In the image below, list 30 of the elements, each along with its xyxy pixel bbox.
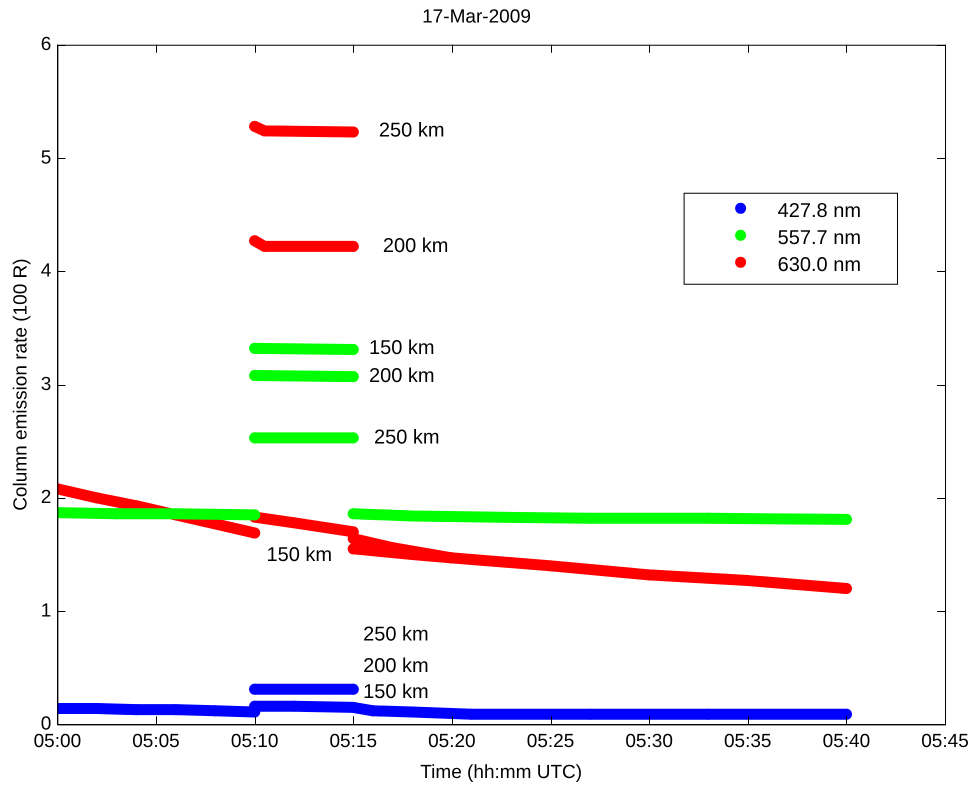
x-tick-label: 05:10 (230, 731, 278, 752)
x-axis-title: Time (hh:mm UTC) (420, 762, 582, 783)
x-tick-label: 05:45 (921, 731, 969, 752)
y-tick-label: 2 (40, 487, 52, 508)
annotation: 250 km (374, 426, 440, 448)
x-tick-label: 05:30 (625, 731, 673, 752)
annotation: 250 km (378, 119, 445, 142)
annotation: 200 km (382, 234, 448, 257)
legend-label: 630.0 nm (778, 254, 861, 276)
y-tick-label: 4 (40, 260, 52, 282)
x-tick-label: 05:25 (526, 731, 574, 752)
legend-label: 557.7 nm (778, 226, 861, 249)
y-axis-title: Column emission rate (100 R) (10, 258, 32, 511)
x-tick-label: 05:35 (724, 731, 772, 752)
legend-label: 427.8 nm (778, 200, 861, 222)
annotation: 200 km (363, 655, 429, 678)
y-tick-label: 1 (40, 600, 52, 622)
annotation: 150 km (368, 336, 435, 359)
y-tick-label: 6 (40, 34, 52, 56)
x-tick-label: 05:05 (132, 731, 180, 752)
annotation: 250 km (363, 623, 429, 646)
annotation: 150 km (266, 544, 332, 566)
y-tick-label: 5 (40, 147, 52, 168)
x-tick-label: 05:15 (329, 731, 378, 752)
x-tick-label: 05:20 (428, 731, 476, 752)
annotation: 150 km (363, 681, 429, 704)
annotation: 200 km (368, 365, 435, 388)
x-tick-label: 05:40 (822, 731, 870, 752)
chart-title: 17-Mar-2009 (422, 6, 531, 28)
y-tick-label: 3 (40, 374, 52, 395)
